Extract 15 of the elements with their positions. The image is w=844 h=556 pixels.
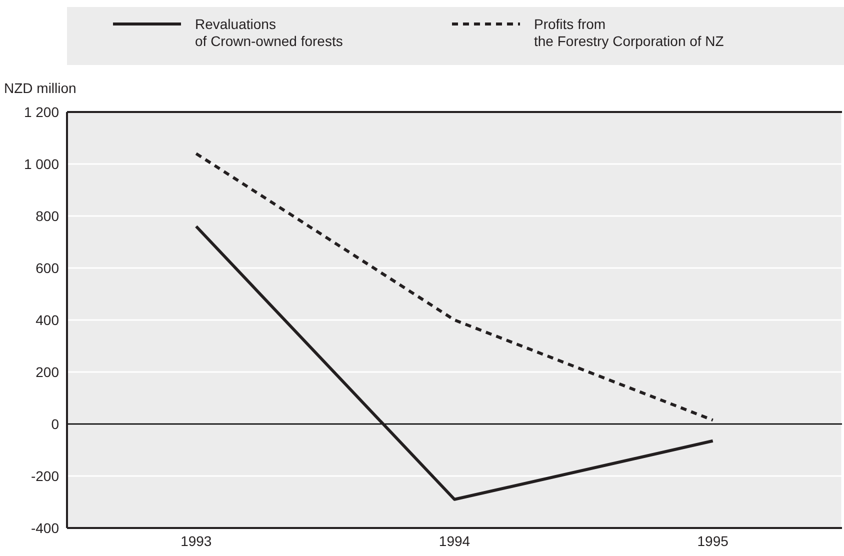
y-tick-label: 200 bbox=[36, 364, 60, 380]
y-axis-title: NZD million bbox=[4, 80, 76, 96]
y-tick-label: 1 200 bbox=[24, 104, 60, 120]
x-tick-label: 1995 bbox=[697, 532, 729, 549]
y-tick-label: 0 bbox=[51, 416, 60, 432]
x-tick-label: 1994 bbox=[438, 532, 470, 549]
y-tick-label: 600 bbox=[36, 260, 60, 276]
legend-label: Revaluations of Crown-owned forests bbox=[195, 16, 343, 50]
y-tick-label: 400 bbox=[36, 312, 60, 328]
y-tick-label: 800 bbox=[36, 208, 60, 224]
x-tick-label: 1993 bbox=[180, 532, 212, 549]
y-tick-label: 1 000 bbox=[24, 156, 60, 172]
y-tick-label: -200 bbox=[30, 468, 60, 484]
y-tick-label: -400 bbox=[30, 520, 60, 536]
legend-label: Profits from the Forestry Corporation of NZ bbox=[534, 16, 724, 50]
